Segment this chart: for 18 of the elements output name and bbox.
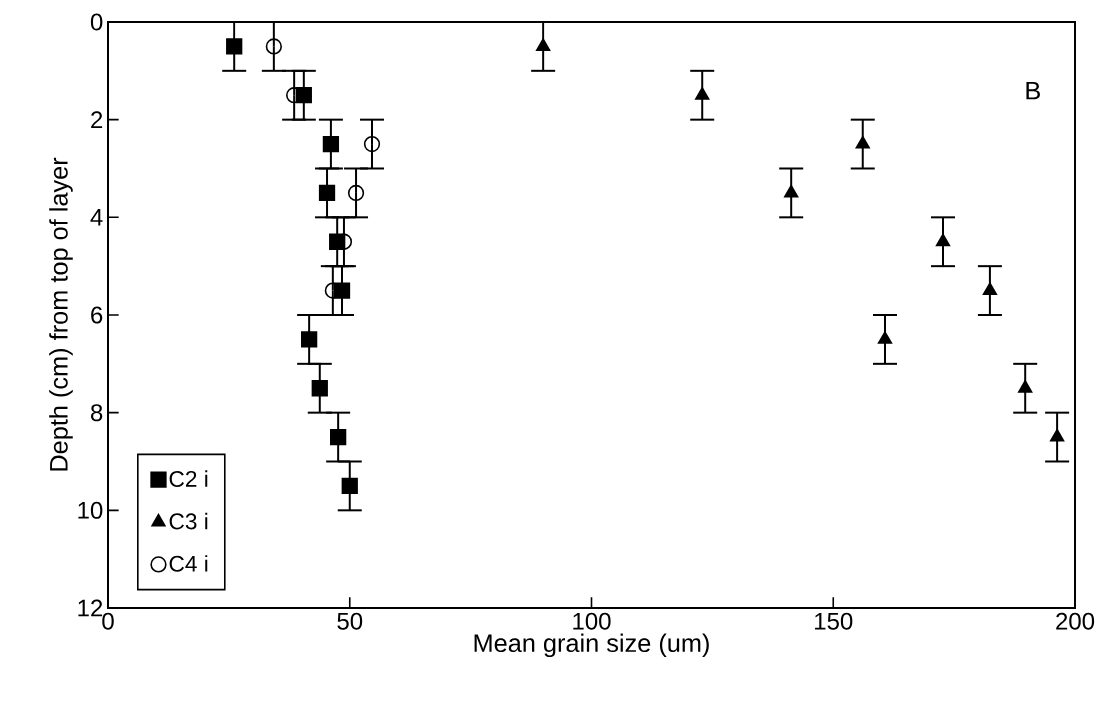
annotation: B [1026, 81, 1040, 100]
x-tick-label: 150 [815, 612, 853, 630]
y-tick-label: 4 [90, 209, 103, 226]
y-tick-label: 6 [91, 306, 103, 324]
y-tick-label: 10 [78, 501, 103, 519]
y-axis-title: Depth (cm) from top of layer [49, 157, 73, 471]
legend-label: C4 i [169, 555, 208, 572]
y-tick-label: 2 [91, 111, 103, 129]
x-tick-label: 50 [337, 612, 363, 630]
y-tick-label: 0 [90, 13, 103, 31]
legend-label: C2 i [169, 470, 208, 487]
legend-label: C3 i [169, 512, 208, 530]
x-tick-label: 200 [1056, 612, 1095, 630]
x-tick-label: 100 [573, 612, 611, 630]
x-tick-label: 0 [102, 612, 114, 630]
x-axis-title: Mean grain size (um) [474, 633, 709, 658]
y-tick-label: 12 [78, 599, 103, 617]
y-tick-label: 8 [90, 404, 103, 422]
